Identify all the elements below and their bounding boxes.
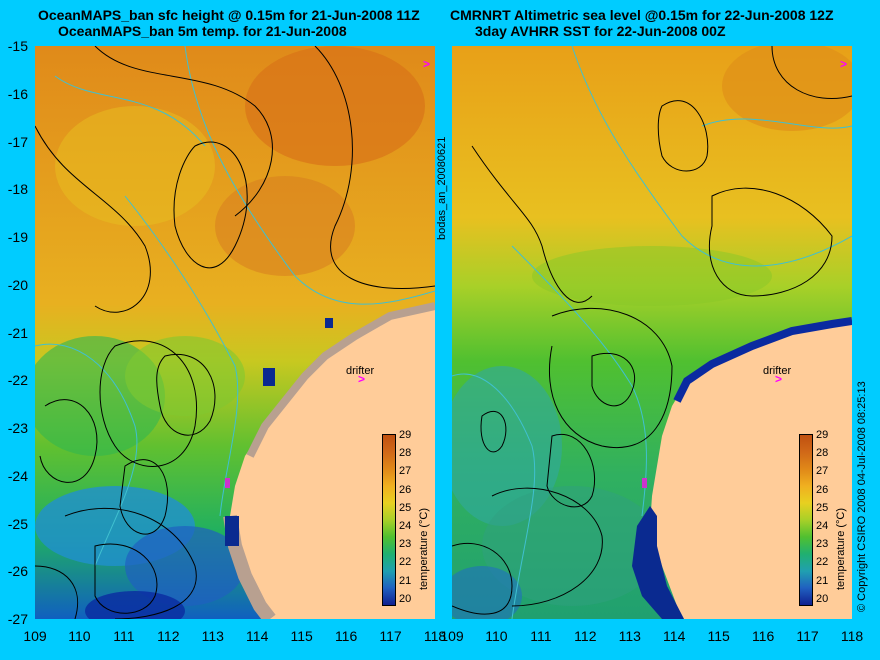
- y-tick-label: -22: [7, 372, 28, 389]
- colorbar-tick: 27: [399, 465, 412, 478]
- ssh-contours: [452, 46, 852, 615]
- x-tick-label: 109: [23, 628, 47, 644]
- right-map-panel: >: [452, 46, 852, 619]
- y-tick-label: -18: [7, 181, 28, 198]
- left-map: >: [35, 46, 435, 619]
- colorbar-tick: 27: [816, 465, 829, 478]
- x-tick-label: 117: [796, 628, 819, 644]
- y-tick-label: -23: [7, 420, 28, 436]
- colorbar-tick: 20: [816, 592, 829, 605]
- colorbar-tick: 22: [816, 556, 829, 569]
- colorbar-tick: 25: [816, 501, 829, 514]
- x-tick-label: 117: [379, 628, 402, 644]
- colorbar-tick: 29: [399, 429, 412, 441]
- colorbar-unit-label: temperature (°C): [418, 507, 430, 590]
- colorbar-tick: 21: [399, 574, 412, 587]
- colorbar-tick: 22: [399, 556, 412, 569]
- copyright-vertical-label: © Copyright CSIRO 2008 04-Jul-2008 08:25…: [856, 381, 868, 612]
- x-tick-label: 112: [574, 628, 597, 644]
- right-map: >: [452, 46, 852, 619]
- colorbar-tick: 23: [399, 538, 412, 551]
- x-tick-label: 115: [290, 628, 313, 644]
- colorbar-strip: [799, 434, 813, 606]
- ssh-contours: [35, 46, 435, 619]
- drifter-label-left: drifter: [346, 365, 375, 377]
- x-tick-label: 118: [840, 628, 864, 644]
- colorbar-tick: 28: [399, 447, 412, 460]
- colorbar-tick: 21: [816, 574, 829, 587]
- y-tick-label: -26: [7, 563, 28, 580]
- right-title-line1: CMRNRT Altimetric sea level @0.15m for 2…: [450, 7, 834, 23]
- colorbar-strip: [382, 434, 396, 606]
- colorbar-unit-label: temperature (°C): [835, 507, 847, 590]
- colorbar-tick: 26: [816, 483, 829, 496]
- x-tick-label: 110: [68, 628, 91, 644]
- drifter-marker-left-icon: >: [358, 372, 366, 386]
- x-tick-label: 111: [530, 628, 552, 644]
- colorbar-tick: 24: [816, 520, 829, 532]
- x-tick-label: 114: [663, 628, 686, 644]
- x-tick-label: 113: [618, 628, 641, 644]
- x-tick-label: 109: [440, 628, 464, 644]
- y-tick-label: -19: [7, 229, 28, 245]
- colorbar-tick: 24: [399, 520, 412, 532]
- y-tick-label: -15: [7, 38, 28, 54]
- x-tick-label: 116: [334, 628, 358, 644]
- x-tick-label: 118: [423, 628, 447, 644]
- x-tick-label: 116: [751, 628, 775, 644]
- marker-icon: >: [840, 57, 847, 71]
- x-tick-label: 115: [707, 628, 730, 644]
- y-tick-label: -25: [7, 515, 28, 532]
- y-tick-label: -16: [7, 85, 28, 102]
- y-tick-label: -24: [7, 467, 28, 484]
- y-tick-label: -20: [7, 276, 28, 293]
- x-tick-label: 110: [485, 628, 508, 644]
- marker-icon: >: [423, 57, 430, 71]
- y-tick-label: -21: [7, 324, 28, 341]
- x-tick-label: 114: [246, 628, 269, 644]
- colorbar-tick: 23: [816, 538, 829, 551]
- y-tick-label: -27: [7, 611, 28, 627]
- drifter-marker-right-icon: >: [775, 372, 783, 386]
- bathymetry-contours: [35, 46, 435, 567]
- x-tick-label: 111: [113, 628, 135, 644]
- x-tick-label: 112: [157, 628, 180, 644]
- left-title-line2: OceanMAPS_ban 5m temp. for 21-Jun-2008: [58, 23, 347, 39]
- y-tick-label: -17: [7, 133, 28, 150]
- colorbar-tick: 26: [399, 483, 412, 496]
- colorbar-tick: 25: [399, 501, 412, 514]
- colorbar-tick: 29: [816, 429, 829, 441]
- left-map-panel: >: [35, 46, 435, 619]
- colorbar-tick: 20: [399, 592, 412, 605]
- bathymetry-contours: [452, 46, 852, 619]
- drifter-label-right: drifter: [763, 365, 792, 377]
- left-title-line1: OceanMAPS_ban sfc height @ 0.15m for 21-…: [38, 7, 420, 23]
- right-title-line2: 3day AVHRR SST for 22-Jun-2008 00Z: [475, 23, 726, 39]
- middle-vertical-label: bodas_an_20080621: [436, 136, 448, 240]
- x-tick-label: 113: [201, 628, 224, 644]
- colorbar-tick: 28: [816, 447, 829, 460]
